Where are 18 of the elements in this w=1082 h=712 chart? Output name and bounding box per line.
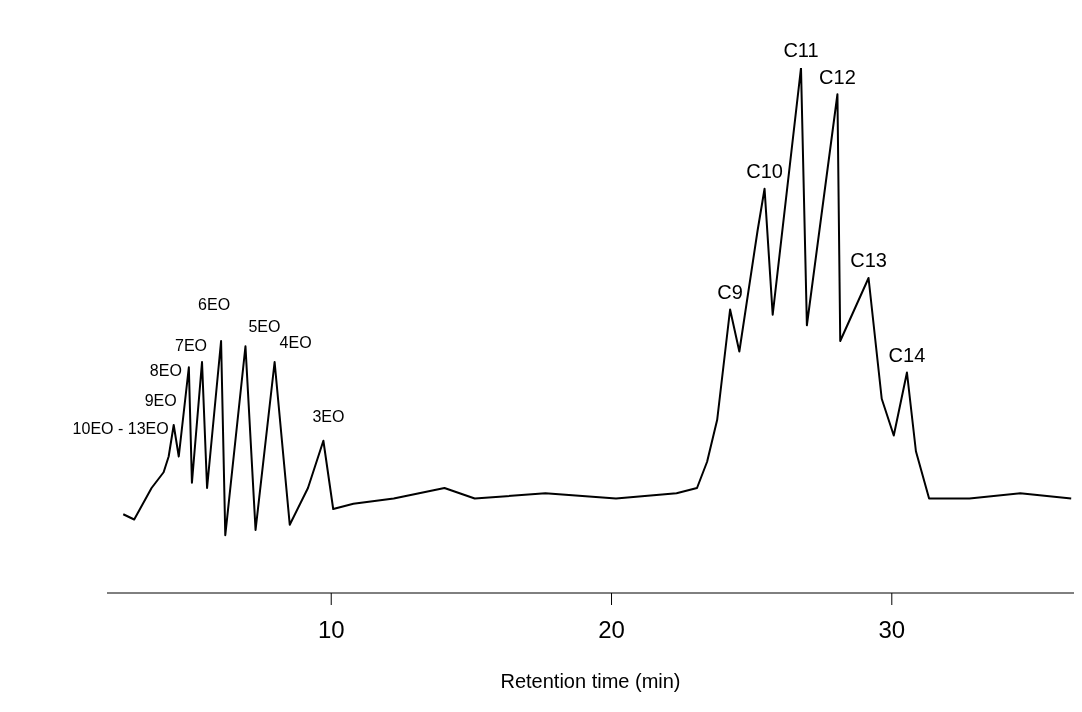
annotation: 4EO	[279, 334, 312, 352]
x-axis-title: Retention time (min)	[500, 670, 681, 692]
annotation: 3EO	[312, 407, 345, 425]
x-tick-label: 10	[317, 616, 345, 644]
annotation: 10EO - 13EO	[72, 419, 169, 437]
x-tick-label: 30	[878, 616, 906, 644]
annotation: C12	[819, 65, 856, 88]
x-tick-label: 20	[598, 616, 625, 644]
annotation: C14	[888, 343, 926, 366]
annotation: 8EO	[149, 362, 182, 380]
annotation: C9	[717, 280, 743, 303]
annotation: C13	[850, 249, 887, 272]
annotation: 6EO	[198, 296, 231, 314]
annotation: C11	[783, 39, 819, 62]
annotation: C10	[746, 160, 783, 183]
annotation: 7EO	[175, 337, 208, 355]
annotation: 9EO	[144, 392, 177, 410]
annotation: 5EO	[248, 318, 281, 336]
